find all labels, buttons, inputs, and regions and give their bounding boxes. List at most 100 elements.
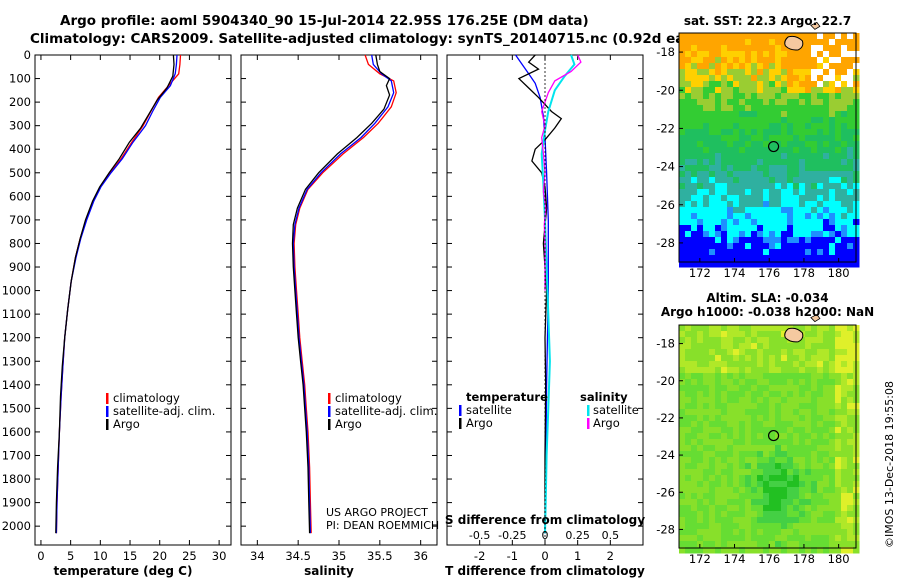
sla-map-cell	[679, 463, 686, 470]
sst-map-cell	[685, 75, 692, 82]
sla-map-cell	[847, 415, 854, 422]
sst-map-cell	[811, 225, 818, 232]
sla-map-cell	[841, 421, 848, 428]
sst-map-cell	[823, 171, 830, 178]
sst-map-cell	[835, 117, 842, 124]
sst-map-cell	[739, 153, 746, 160]
sst-map-cell	[745, 93, 752, 100]
sla-map-cell	[799, 403, 806, 410]
sst-map-cell	[847, 63, 854, 70]
sst-map-cell	[721, 111, 728, 118]
sst-map-cell	[727, 207, 734, 214]
sst-map-cell	[685, 117, 692, 124]
sla-map-cell	[727, 463, 734, 470]
sst-map-cell	[685, 111, 692, 118]
sla-map-cell	[721, 391, 728, 398]
sst-map-cell	[679, 159, 686, 166]
sla-map-cell	[745, 475, 752, 482]
sst-map-cell	[811, 171, 818, 178]
sst-map-cell	[739, 99, 746, 106]
sla-map-cell	[781, 439, 788, 446]
sst-map-cell	[751, 33, 758, 40]
sst-map-cell	[727, 111, 734, 118]
sst-map-cell	[679, 129, 686, 136]
sla-map-cell	[847, 337, 854, 344]
diff-legend-label: Argo	[466, 416, 493, 430]
sla-map-cell	[775, 547, 782, 554]
sst-map-cell	[781, 63, 788, 70]
sla-map-cell	[715, 391, 722, 398]
sla-map-cell	[775, 367, 782, 374]
sla-map-cell	[709, 463, 716, 470]
sla-map-cell	[727, 547, 734, 554]
sst-map-cell	[709, 105, 716, 112]
sla-map-cell	[757, 547, 764, 554]
temperature-legend-swatch	[106, 406, 109, 417]
sst-map-cell	[817, 201, 824, 208]
sst-map-cell	[745, 165, 752, 172]
sst-map-cell	[739, 261, 746, 268]
sla-map-cell	[691, 457, 698, 464]
sla-map-cell	[769, 529, 776, 536]
sst-map-cell	[829, 189, 836, 196]
sla-map-cell	[799, 457, 806, 464]
depth-tick-label: 2000	[2, 519, 31, 533]
sst-map-cell	[703, 261, 710, 268]
sst-map-cell	[787, 51, 794, 58]
sla-map-cell	[835, 451, 842, 458]
sst-map-cell	[775, 177, 782, 184]
sla-map-cell	[811, 325, 818, 332]
sla-map-cell	[841, 337, 848, 344]
sst-map-cell	[721, 249, 728, 256]
sst-map-cell	[781, 105, 788, 112]
sst-map-cell	[745, 111, 752, 118]
sst-map-cell	[721, 165, 728, 172]
sst-map-cell	[703, 45, 710, 52]
sst-map-cell	[775, 237, 782, 244]
sst-map-cell	[685, 243, 692, 250]
sst-map-cell	[715, 207, 722, 214]
sla-map-cell	[787, 409, 794, 416]
sst-map-cell	[817, 123, 824, 130]
sla-map-cell	[739, 421, 746, 428]
sla-map-cell	[769, 451, 776, 458]
sla-map-cell	[805, 409, 812, 416]
sst-map-cell	[787, 171, 794, 178]
sst-map-xtick-label: 178	[793, 266, 815, 280]
sst-map-cell	[697, 111, 704, 118]
sla-map-cell	[727, 349, 734, 356]
sst-map-cell	[727, 171, 734, 178]
sst-map-cell	[817, 147, 824, 154]
sst-map-cell	[841, 81, 848, 88]
sla-map-cell	[823, 349, 830, 356]
sla-map-cell	[751, 499, 758, 506]
sla-map-cell	[691, 439, 698, 446]
sst-map-cell	[691, 81, 698, 88]
sst-map-cell	[835, 261, 842, 268]
sst-map-cell	[691, 255, 698, 262]
sst-map-cell	[787, 261, 794, 268]
sst-map-cell	[829, 93, 836, 100]
sla-map-cell	[817, 487, 824, 494]
sst-map-cell	[721, 129, 728, 136]
sst-map-cell	[781, 189, 788, 196]
sst-map-cell	[847, 141, 854, 148]
sla-map-cell	[793, 487, 800, 494]
sla-map-cell	[721, 343, 728, 350]
sla-map-cell	[775, 391, 782, 398]
sla-map-cell	[769, 403, 776, 410]
sst-map-cell	[691, 69, 698, 76]
sla-map-cell	[691, 463, 698, 470]
sst-map-cell	[745, 195, 752, 202]
sst-map-cell	[847, 201, 854, 208]
sla-map-cell	[697, 439, 704, 446]
sla-map-cell	[763, 397, 770, 404]
sst-map-cell	[721, 123, 728, 130]
sla-map-cell	[763, 493, 770, 500]
sst-map-cell	[715, 255, 722, 262]
sla-map-cell	[823, 523, 830, 530]
sla-map-cell	[685, 403, 692, 410]
sst-map-cell	[751, 159, 758, 166]
sla-map-cell	[679, 523, 686, 530]
sla-map-cell	[709, 523, 716, 530]
